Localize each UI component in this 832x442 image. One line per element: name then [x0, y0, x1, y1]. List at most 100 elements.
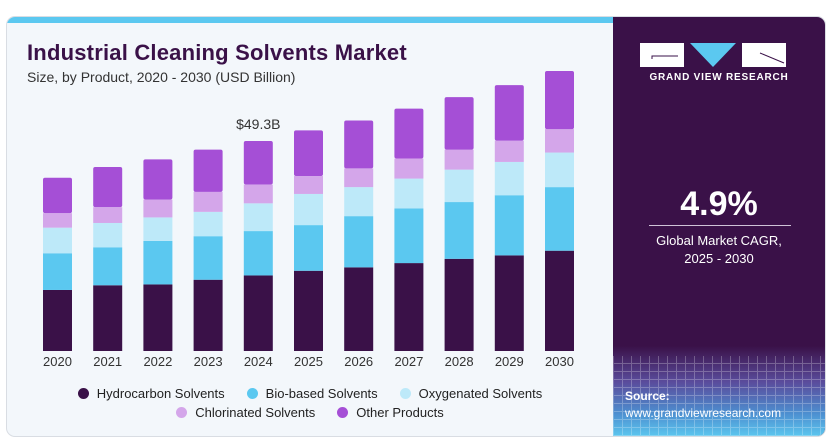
bar-bio-based-solvents-2028 [444, 202, 474, 259]
legend-item: Chlorinated Solvents [176, 403, 315, 422]
sidebar-panel: GRAND VIEW RESEARCH 4.9% Global Market C… [613, 17, 825, 436]
bar-chlorinated-solvents-2024 [243, 184, 273, 204]
bar-hydrocarbon-solvents-2028 [444, 258, 474, 351]
x-tick-label: 2029 [495, 354, 524, 369]
bar-other-products-2021 [93, 167, 123, 208]
bar-other-products-2029 [494, 85, 524, 141]
bar-chlorinated-solvents-2020 [43, 213, 72, 228]
x-tick-label: 2026 [344, 354, 373, 369]
accent-bar [7, 17, 613, 23]
bar-other-products-2022 [143, 159, 173, 200]
x-tick-label: 2023 [194, 354, 223, 369]
bar-bio-based-solvents-2022 [143, 240, 173, 285]
bar-other-products-2020 [43, 177, 72, 214]
cagr-divider [649, 225, 791, 226]
bar-hydrocarbon-solvents-2025 [294, 270, 323, 351]
bar-chlorinated-solvents-2023 [193, 191, 223, 212]
bar-chlorinated-solvents-2026 [344, 168, 374, 188]
legend-label: Other Products [356, 405, 444, 420]
x-tick-label: 2030 [545, 354, 574, 369]
x-tick-label: 2028 [445, 354, 474, 369]
infographic-card: Industrial Cleaning Solvents Market Size… [7, 17, 825, 436]
bar-chlorinated-solvents-2022 [143, 199, 173, 218]
sidebar-gradient [613, 346, 825, 436]
source-url[interactable]: www.grandviewresearch.com [625, 406, 782, 420]
legend-label: Hydrocarbon Solvents [96, 386, 225, 401]
bar-stack-2021 [93, 167, 123, 351]
total-annotation: $49.3B [236, 116, 280, 132]
legend-label: Chlorinated Solvents [195, 405, 316, 420]
cagr-label: Global Market CAGR, 2025 - 2030 [613, 232, 825, 268]
bar-stack-2020 [43, 177, 72, 351]
bar-bio-based-solvents-2024 [243, 231, 273, 276]
bar-stack-2023 [193, 149, 223, 351]
legend-item: Hydrocarbon Solvents [77, 384, 225, 403]
brand-name: GRAND VIEW RESEARCH [649, 72, 789, 83]
chart-title: Industrial Cleaning Solvents Market [27, 40, 407, 65]
bar-bio-based-solvents-2023 [193, 236, 223, 280]
bar-hydrocarbon-solvents-2024 [243, 275, 273, 351]
bar-oxygenated-solvents-2028 [444, 169, 474, 203]
legend-swatch [399, 388, 411, 399]
bar-oxygenated-solvents-2030 [545, 152, 574, 188]
legend-swatch [337, 407, 349, 418]
legend-label: Oxygenated Solvents [418, 386, 543, 401]
bar-oxygenated-solvents-2029 [494, 161, 524, 196]
bar-chlorinated-solvents-2030 [545, 129, 574, 153]
bar-stack-2029 [494, 85, 524, 351]
legend-item: Oxygenated Solvents [399, 384, 543, 403]
chart-subtitle: Size, by Product, 2020 - 2030 (USD Billi… [27, 69, 296, 85]
bar-bio-based-solvents-2025 [294, 225, 323, 271]
bar-hydrocarbon-solvents-2026 [344, 267, 374, 351]
bar-bio-based-solvents-2027 [394, 208, 424, 264]
sidebar-grid-pattern [613, 356, 825, 436]
bar-hydrocarbon-solvents-2030 [545, 250, 574, 351]
source-label: Source: [625, 389, 670, 403]
bar-chlorinated-solvents-2027 [394, 158, 424, 179]
bar-stack-2026 [344, 120, 374, 351]
bar-other-products-2023 [193, 149, 223, 192]
bar-stack-2022 [143, 159, 173, 351]
cagr-value: 4.9% [680, 185, 758, 223]
bar-stack-2027 [394, 108, 424, 351]
bar-chlorinated-solvents-2025 [294, 176, 323, 194]
bar-oxygenated-solvents-2024 [243, 203, 273, 232]
bar-other-products-2024 [243, 141, 273, 185]
bar-chlorinated-solvents-2029 [494, 140, 524, 162]
bar-bio-based-solvents-2021 [93, 247, 123, 286]
bar-other-products-2028 [444, 97, 474, 150]
bar-oxygenated-solvents-2023 [193, 211, 223, 237]
bar-hydrocarbon-solvents-2023 [193, 279, 223, 351]
x-tick-label: 2024 [244, 354, 273, 369]
legend-swatch [246, 388, 258, 399]
bar-chlorinated-solvents-2028 [444, 149, 474, 170]
legend-item: Other Products [337, 403, 444, 422]
cagr-label-line2: 2025 - 2030 [684, 251, 754, 266]
bar-other-products-2030 [545, 71, 574, 130]
bar-stack-2028 [444, 97, 474, 351]
bar-oxygenated-solvents-2027 [394, 178, 424, 209]
bar-hydrocarbon-solvents-2027 [394, 263, 424, 351]
bar-other-products-2027 [394, 108, 424, 159]
bar-bio-based-solvents-2020 [43, 253, 72, 290]
stacked-bar-chart: 2020 2021 2022 2023 2024 2025 2026 2027 2028 2029… [43, 71, 574, 369]
x-tick-label: 2020 [43, 354, 72, 369]
bar-oxygenated-solvents-2020 [43, 227, 72, 254]
legend-swatch [77, 388, 89, 399]
bar-bio-based-solvents-2029 [494, 195, 524, 256]
cagr-label-line1: Global Market CAGR, [656, 233, 782, 248]
bar-hydrocarbon-solvents-2020 [43, 289, 72, 351]
bar-oxygenated-solvents-2022 [143, 217, 173, 241]
bar-stack-2030 [545, 71, 574, 351]
bar-oxygenated-solvents-2021 [93, 222, 123, 248]
bar-stack-2024 [243, 141, 273, 351]
x-tick-label: 2021 [93, 354, 122, 369]
bar-oxygenated-solvents-2025 [294, 193, 323, 226]
bar-hydrocarbon-solvents-2029 [494, 255, 524, 351]
bar-stack-2025 [294, 130, 323, 351]
x-tick-label: 2027 [394, 354, 423, 369]
legend-label: Bio-based Solvents [265, 386, 378, 401]
bar-oxygenated-solvents-2026 [344, 187, 374, 217]
bar-hydrocarbon-solvents-2021 [93, 285, 123, 351]
bar-bio-based-solvents-2026 [344, 216, 374, 268]
